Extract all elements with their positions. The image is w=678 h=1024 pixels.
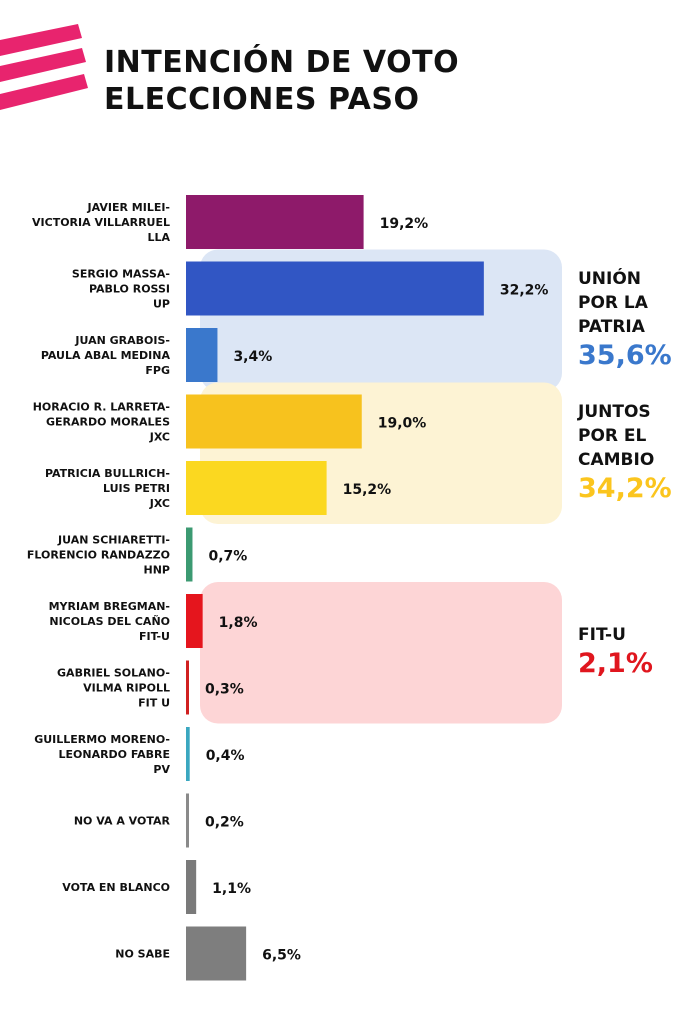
group-title-1: JUNTOS POR EL CAMBIO 34,2% — [578, 400, 672, 506]
category-label-line: VICTORIA VILLARRUEL — [32, 216, 170, 229]
category-label-line: LLA — [147, 231, 170, 244]
category-label-line: PATRICIA BULLRICH- — [45, 467, 170, 480]
category-label-line: FIT U — [138, 697, 170, 710]
bar-7 — [186, 660, 189, 715]
category-label-line: JUAN SCHIARETTI- — [57, 534, 170, 547]
category-label-line: JUAN GRABOIS- — [74, 334, 170, 347]
bar-6 — [186, 594, 203, 648]
category-label-line: LUIS PETRI — [103, 482, 170, 495]
bar-0 — [186, 195, 364, 249]
category-label-line: VOTA EN BLANCO — [62, 881, 170, 894]
category-label-line: MYRIAM BREGMAN- — [49, 600, 170, 613]
brand-logo-icon — [0, 24, 88, 110]
bar-4 — [186, 461, 327, 515]
bar-1 — [186, 261, 484, 316]
category-label-line: JXC — [149, 431, 170, 444]
value-label-6: 1,8% — [219, 615, 258, 631]
category-label-6: MYRIAM BREGMAN- NICOLAS DEL CAÑO FIT-U — [49, 600, 170, 643]
category-label-7: GABRIEL SOLANO- VILMA RIPOLL FIT U — [57, 667, 170, 710]
group-title-line: POR LA — [578, 292, 648, 313]
bar-9 — [186, 793, 189, 848]
category-label-5: JUAN SCHIARETTI- FLORENCIO RANDAZZO HNP — [27, 534, 170, 577]
group-total: 34,2% — [578, 472, 672, 504]
category-label-line: FPG — [145, 364, 170, 377]
category-label-line: PAULA ABAL MEDINA — [41, 349, 171, 362]
category-label-9: NO VA A VOTAR — [74, 815, 171, 828]
category-label-2: JUAN GRABOIS- PAULA ABAL MEDINA FPG — [41, 334, 171, 377]
value-label-5: 0,7% — [208, 549, 247, 565]
category-label-line: NO SABE — [115, 948, 170, 961]
category-label-1: SERGIO MASSA- PABLO ROSSI UP — [72, 268, 170, 311]
bar-5 — [186, 527, 193, 582]
category-label-8: GUILLERMO MORENO- LEONARDO FABRE PV — [34, 733, 170, 776]
category-label-line: UP — [153, 298, 170, 311]
value-label-7: 0,3% — [205, 682, 244, 698]
group-title-2: FIT-U 2,1% — [578, 623, 653, 681]
category-label-line: PABLO ROSSI — [89, 283, 170, 296]
value-label-4: 15,2% — [343, 482, 392, 498]
group-title-line: JUNTOS — [578, 401, 651, 422]
category-label-10: VOTA EN BLANCO — [62, 881, 170, 894]
group-title-line: POR EL — [578, 425, 647, 446]
group-title-line: CAMBIO — [578, 449, 655, 470]
value-label-11: 6,5% — [262, 948, 301, 964]
group-background-2 — [200, 582, 562, 724]
category-label-line: FIT-U — [139, 630, 170, 643]
category-label-line: GERARDO MORALES — [46, 416, 170, 429]
category-label-line: JXC — [149, 497, 170, 510]
bar-10 — [186, 860, 197, 914]
group-total: 35,6% — [578, 339, 672, 371]
value-label-0: 19,2% — [380, 216, 429, 232]
title-line-1: INTENCIÓN DE VOTO — [104, 45, 460, 80]
category-label-line: NO VA A VOTAR — [74, 815, 171, 828]
page-title: INTENCIÓN DE VOTO ELECCIONES PASO — [104, 44, 459, 118]
category-label-line: GUILLERMO MORENO- — [34, 733, 170, 746]
category-label-line: LEONARDO FABRE — [58, 748, 170, 761]
category-label-4: PATRICIA BULLRICH- LUIS PETRI JXC — [45, 467, 170, 510]
category-label-line: HNP — [144, 564, 170, 577]
category-label-line: SERGIO MASSA- — [72, 268, 170, 281]
group-total: 2,1% — [578, 648, 653, 680]
category-label-11: NO SABE — [115, 948, 170, 961]
value-label-3: 19,0% — [378, 416, 427, 432]
title-line-2: ELECCIONES PASO — [104, 82, 420, 117]
group-title-0: UNIÓN POR LA PATRIA 35,6% — [578, 267, 672, 373]
bar-3 — [186, 394, 362, 449]
value-label-10: 1,1% — [212, 881, 251, 897]
group-title-line: UNIÓN — [578, 268, 642, 289]
value-label-2: 3,4% — [233, 349, 272, 365]
bar-8 — [186, 727, 190, 781]
category-label-line: JAVIER MILEI- — [87, 201, 171, 214]
category-label-0: JAVIER MILEI- VICTORIA VILLARRUEL LLA — [32, 201, 170, 244]
category-label-line: PV — [153, 763, 170, 776]
category-label-line: FLORENCIO RANDAZZO — [27, 549, 170, 562]
category-label-line: VILMA RIPOLL — [83, 682, 170, 695]
category-label-line: NICOLAS DEL CAÑO — [49, 615, 170, 628]
category-label-3: HORACIO R. LARRETA- GERARDO MORALES JXC — [33, 401, 170, 444]
bar-11 — [186, 926, 247, 981]
value-label-9: 0,2% — [205, 815, 244, 831]
category-label-line: HORACIO R. LARRETA- — [33, 401, 170, 414]
value-label-8: 0,4% — [206, 748, 245, 764]
category-label-line: GABRIEL SOLANO- — [57, 667, 170, 680]
group-title-line: PATRIA — [578, 316, 645, 337]
group-title-line: FIT-U — [578, 625, 626, 646]
value-label-1: 32,2% — [500, 283, 549, 299]
bar-2 — [186, 328, 218, 382]
